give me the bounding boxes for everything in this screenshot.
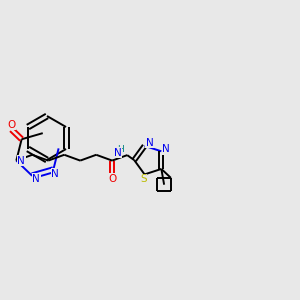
- Text: S: S: [140, 174, 147, 184]
- Text: N: N: [146, 138, 154, 148]
- Text: O: O: [8, 119, 16, 130]
- Text: N: N: [32, 174, 40, 184]
- Text: O: O: [108, 174, 116, 184]
- Text: N: N: [52, 169, 59, 179]
- Text: N: N: [17, 156, 25, 166]
- Text: H: H: [117, 146, 124, 154]
- Text: N: N: [163, 144, 170, 154]
- Text: N: N: [114, 148, 122, 158]
